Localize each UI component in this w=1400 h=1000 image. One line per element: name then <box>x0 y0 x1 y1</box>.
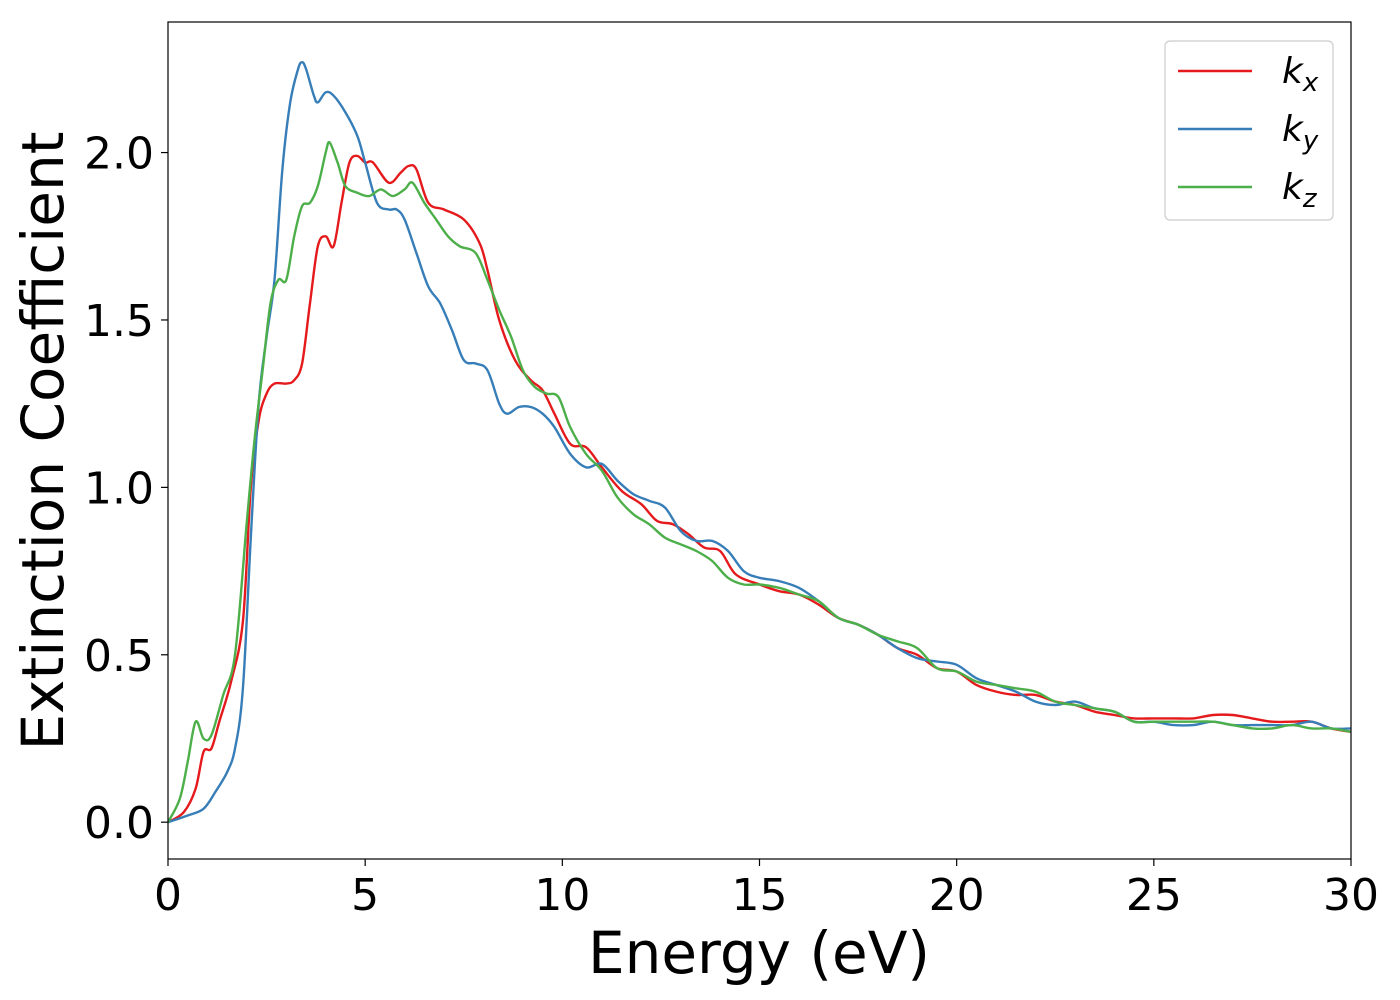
x-tick-label: 15 <box>732 870 788 921</box>
y-tick-label: 2.0 <box>84 129 154 180</box>
x-tick-label: 20 <box>929 870 985 921</box>
y-tick-label: 0.5 <box>84 631 154 682</box>
legend-label-k-x: kx <box>1282 51 1319 98</box>
legend: kx ky kz <box>1164 40 1334 221</box>
y-axis-ticks: 0.0 0.5 1.0 1.5 2.0 <box>84 129 168 849</box>
y-tick-label: 1.5 <box>84 296 154 347</box>
series-line-k-x <box>168 154 1351 824</box>
legend-label-k-z: kz <box>1282 167 1318 214</box>
x-tick-label: 10 <box>534 870 590 921</box>
x-axis-ticks: 0 5 10 15 20 25 30 <box>154 859 1379 921</box>
y-tick-label: 1.0 <box>84 463 154 514</box>
x-tick-label: 5 <box>351 870 379 921</box>
series-layer <box>168 61 1351 824</box>
x-axis-label: Energy (eV) <box>588 919 930 987</box>
legend-frame <box>1164 40 1334 221</box>
y-tick-label: 0.0 <box>84 798 154 849</box>
x-tick-label: 0 <box>154 870 182 921</box>
x-tick-label: 30 <box>1323 870 1379 921</box>
series-line-k-y <box>168 61 1351 824</box>
x-tick-label: 25 <box>1126 870 1182 921</box>
legend-label-k-y: ky <box>1282 109 1319 156</box>
series-line-k-z <box>168 140 1351 823</box>
y-axis-label: Extinction Coefficient <box>9 132 77 751</box>
